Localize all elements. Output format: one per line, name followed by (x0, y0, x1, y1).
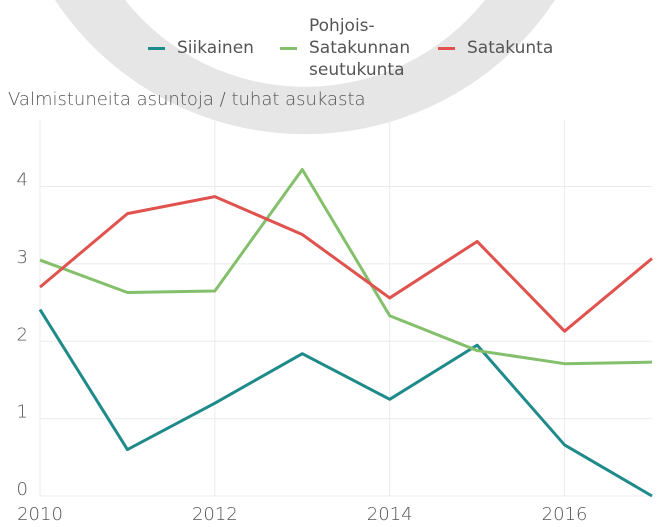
legend-label: Siikainen (177, 38, 254, 58)
watermark (55, 0, 555, 135)
legend-item: Satakunta (438, 37, 553, 59)
legend-label: Satakunta (467, 38, 554, 58)
series-line (39, 168, 653, 366)
y-tick-label: 2 (17, 324, 28, 345)
legend-swatch (148, 46, 165, 50)
legend-swatch (438, 46, 455, 50)
y-axis-label: Valmistuneita asuntoja / tuhat asukasta (8, 89, 366, 110)
legend-swatch (280, 46, 297, 50)
series-line (38, 308, 653, 498)
y-tick-label: 0 (17, 479, 28, 500)
y-tick-label: 1 (17, 402, 28, 423)
x-tick-label: 2010 (17, 504, 63, 525)
series-line (39, 195, 653, 333)
x-tick-label: 2012 (192, 504, 238, 525)
x-tick-label: 2016 (542, 504, 588, 525)
legend-item: Pohjois-Satakunnan seutukunta (280, 15, 411, 81)
x-tick-label: 2014 (367, 504, 413, 525)
legend-label: Pohjois-Satakunnan seutukunta (309, 16, 411, 80)
y-tick-label: 4 (17, 170, 28, 191)
y-tick-label: 3 (17, 247, 28, 268)
legend-item: Siikainen (148, 37, 254, 59)
